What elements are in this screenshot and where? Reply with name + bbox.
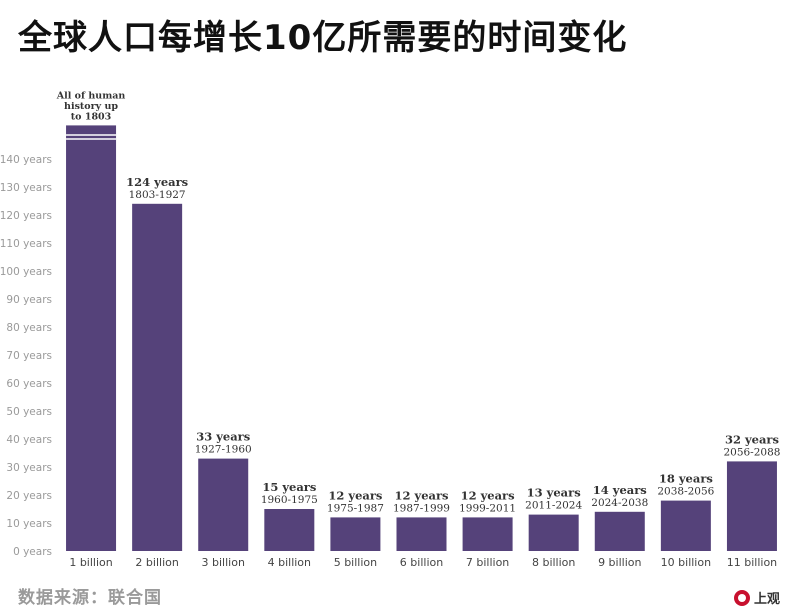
- y-tick-label: 40 years: [6, 434, 52, 446]
- data-label: 15 years: [262, 480, 316, 494]
- range-label: 2024-2038: [591, 497, 648, 509]
- x-tick-label: 4 billion: [268, 556, 311, 569]
- page-title: 全球人口每增长10亿所需要的时间变化: [18, 18, 628, 58]
- range-label: 2038-2056: [657, 486, 714, 498]
- range-label: 1999-2011: [459, 502, 516, 514]
- x-tick-label: 1 billion: [69, 556, 112, 569]
- y-tick-label: 100 years: [0, 266, 52, 278]
- bar: [66, 125, 117, 552]
- data-label: 12 years: [328, 488, 382, 502]
- range-label: 1987-1999: [393, 502, 450, 514]
- logo-text: 上观: [753, 592, 780, 607]
- y-tick-label: 120 years: [0, 210, 52, 222]
- y-tick-label: 20 years: [6, 490, 52, 502]
- data-label: 124 years: [126, 175, 188, 189]
- y-tick-label: 60 years: [6, 378, 52, 390]
- x-tick-label: 11 billion: [727, 556, 777, 569]
- data-label: 33 years: [196, 430, 250, 444]
- bar: [396, 517, 447, 551]
- y-tick-label: 10 years: [6, 518, 52, 530]
- bar: [330, 517, 381, 551]
- range-label: 2056-2088: [723, 446, 780, 458]
- y-tick-label: 140 years: [0, 154, 52, 166]
- bar: [264, 509, 315, 551]
- source-note: 数据来源：联合国: [18, 588, 162, 608]
- range-label: 1927-1960: [195, 444, 252, 456]
- x-tick-label: 5 billion: [334, 556, 377, 569]
- range-label: 1960-1975: [261, 494, 318, 506]
- x-tick-label: 7 billion: [466, 556, 509, 569]
- range-label: 2011-2024: [525, 500, 582, 512]
- x-tick-label: 9 billion: [598, 556, 641, 569]
- y-tick-label: 80 years: [6, 322, 52, 334]
- range-label: 1803-1927: [129, 189, 186, 201]
- y-tick-label: 70 years: [6, 350, 52, 362]
- bar: [198, 458, 249, 551]
- bar: [132, 203, 183, 552]
- annotation-label: to 1803: [71, 111, 111, 122]
- x-tick-label: 6 billion: [400, 556, 443, 569]
- logo-mark-icon: [733, 589, 750, 606]
- x-tick-label: 3 billion: [202, 556, 245, 569]
- bar: [594, 511, 645, 551]
- y-tick-label: 90 years: [6, 294, 52, 306]
- data-label: 18 years: [659, 472, 713, 486]
- range-label: 1975-1987: [327, 502, 384, 514]
- y-tick-label: 0 years: [13, 546, 52, 558]
- x-tick-label: 2 billion: [135, 556, 178, 569]
- publisher-logo: 上观: [733, 588, 780, 607]
- data-label: 13 years: [527, 486, 581, 500]
- bar: [462, 517, 513, 551]
- y-tick-label: 30 years: [6, 462, 52, 474]
- bar: [726, 461, 777, 551]
- data-label: 32 years: [725, 432, 779, 446]
- y-tick-label: 130 years: [0, 182, 52, 194]
- data-label: 14 years: [593, 483, 647, 497]
- y-tick-label: 50 years: [6, 406, 52, 418]
- y-tick-label: 110 years: [0, 238, 52, 250]
- annotation-label: history up: [64, 101, 118, 112]
- bar: [528, 514, 579, 551]
- x-tick-label: 8 billion: [532, 556, 575, 569]
- annotation-label: All of human: [56, 90, 126, 101]
- bar: [660, 500, 711, 551]
- data-label: 12 years: [461, 488, 515, 502]
- data-label: 12 years: [395, 488, 449, 502]
- x-tick-label: 10 billion: [661, 556, 711, 569]
